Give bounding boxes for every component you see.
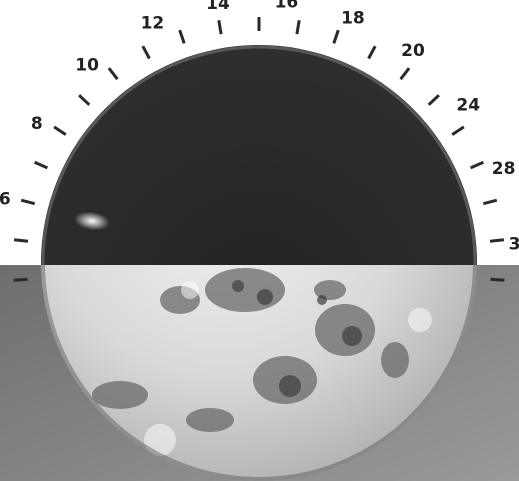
dial-tick (469, 160, 485, 170)
dial-tick (295, 20, 301, 35)
dial-tick (490, 277, 505, 282)
dial-tick (217, 20, 223, 35)
dial-label: 14 (206, 0, 230, 14)
dial-label: 16 (275, 0, 299, 12)
dial-tick (20, 198, 36, 206)
dial-label: 10 (75, 55, 99, 75)
dial-tick (33, 160, 49, 170)
dial-tick (78, 94, 91, 106)
moon-dark-half (41, 45, 477, 265)
dial-tick (489, 238, 505, 243)
dial-label: 20 (401, 41, 425, 61)
dial-tick (332, 29, 340, 44)
dial-label: 8 (31, 114, 43, 134)
dial-label: 24 (456, 95, 480, 115)
dial-tick (399, 67, 411, 81)
moon-lit-half (41, 265, 477, 481)
dial-label: 12 (141, 14, 165, 34)
dial-label: 18 (341, 8, 365, 28)
dial-tick (107, 67, 119, 81)
dial-tick (427, 94, 440, 106)
dial-ticks (13, 17, 505, 282)
dial-tick (53, 125, 67, 136)
dial-tick (482, 198, 498, 206)
highlight-glint (74, 211, 110, 231)
dial-tick (13, 277, 28, 282)
dial-tick (178, 29, 186, 44)
dial-tick (451, 125, 465, 136)
dial-tick (367, 45, 377, 60)
dial-tick (141, 45, 151, 60)
dial-label: 34 (509, 235, 519, 255)
dial-label: 6 (0, 190, 11, 210)
dial-label: 28 (492, 159, 516, 179)
dial-tick (13, 238, 29, 243)
dial-labels: 6 8 10 12 14 16 18 20 24 28 34 (0, 0, 519, 255)
